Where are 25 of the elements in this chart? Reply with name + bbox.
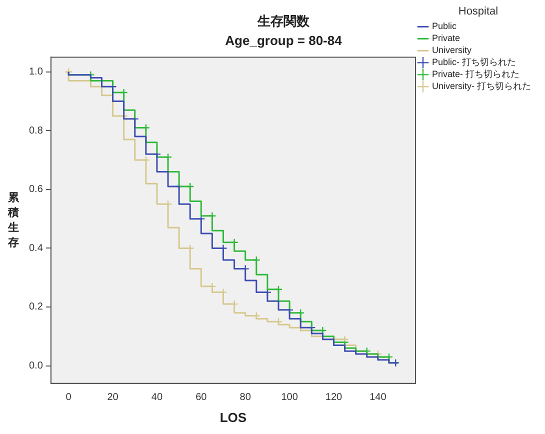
x-tick-label: 60 [196,392,208,404]
x-tick-label: 80 [240,392,252,404]
y-tick-label: 1.0 [28,66,44,78]
legend-label: University- 打ち切られた [432,81,532,92]
legend-label: Public- 打ち切られた [432,57,516,68]
y-tick-label: 0.8 [28,125,44,136]
legend-label: Private- 打ち切られた [432,69,520,80]
x-tick-label: 140 [370,392,387,404]
y-tick-label: 0.2 [28,302,44,313]
chart-subtitle: Age_group = 80-84 [225,32,343,48]
y-tick-label: 0.4 [28,242,44,254]
y-tick-label: 0.6 [28,184,44,196]
legend-title: Hospital [458,6,498,18]
y-axis-title: 累積生存 [8,190,19,250]
legend-label: Private [432,33,460,44]
x-tick-label: 100 [281,392,298,404]
legend-label: Public [432,21,458,32]
x-tick-label: 120 [325,392,343,404]
legend-label: University [432,45,472,56]
chart-title: 生存関数 [256,13,310,28]
x-axis-title: LOS [220,410,247,425]
x-tick-label: 20 [107,392,119,404]
y-tick-label: 0.0 [28,360,44,372]
x-tick-label: 0 [66,392,72,404]
x-tick-label: 40 [151,392,163,404]
